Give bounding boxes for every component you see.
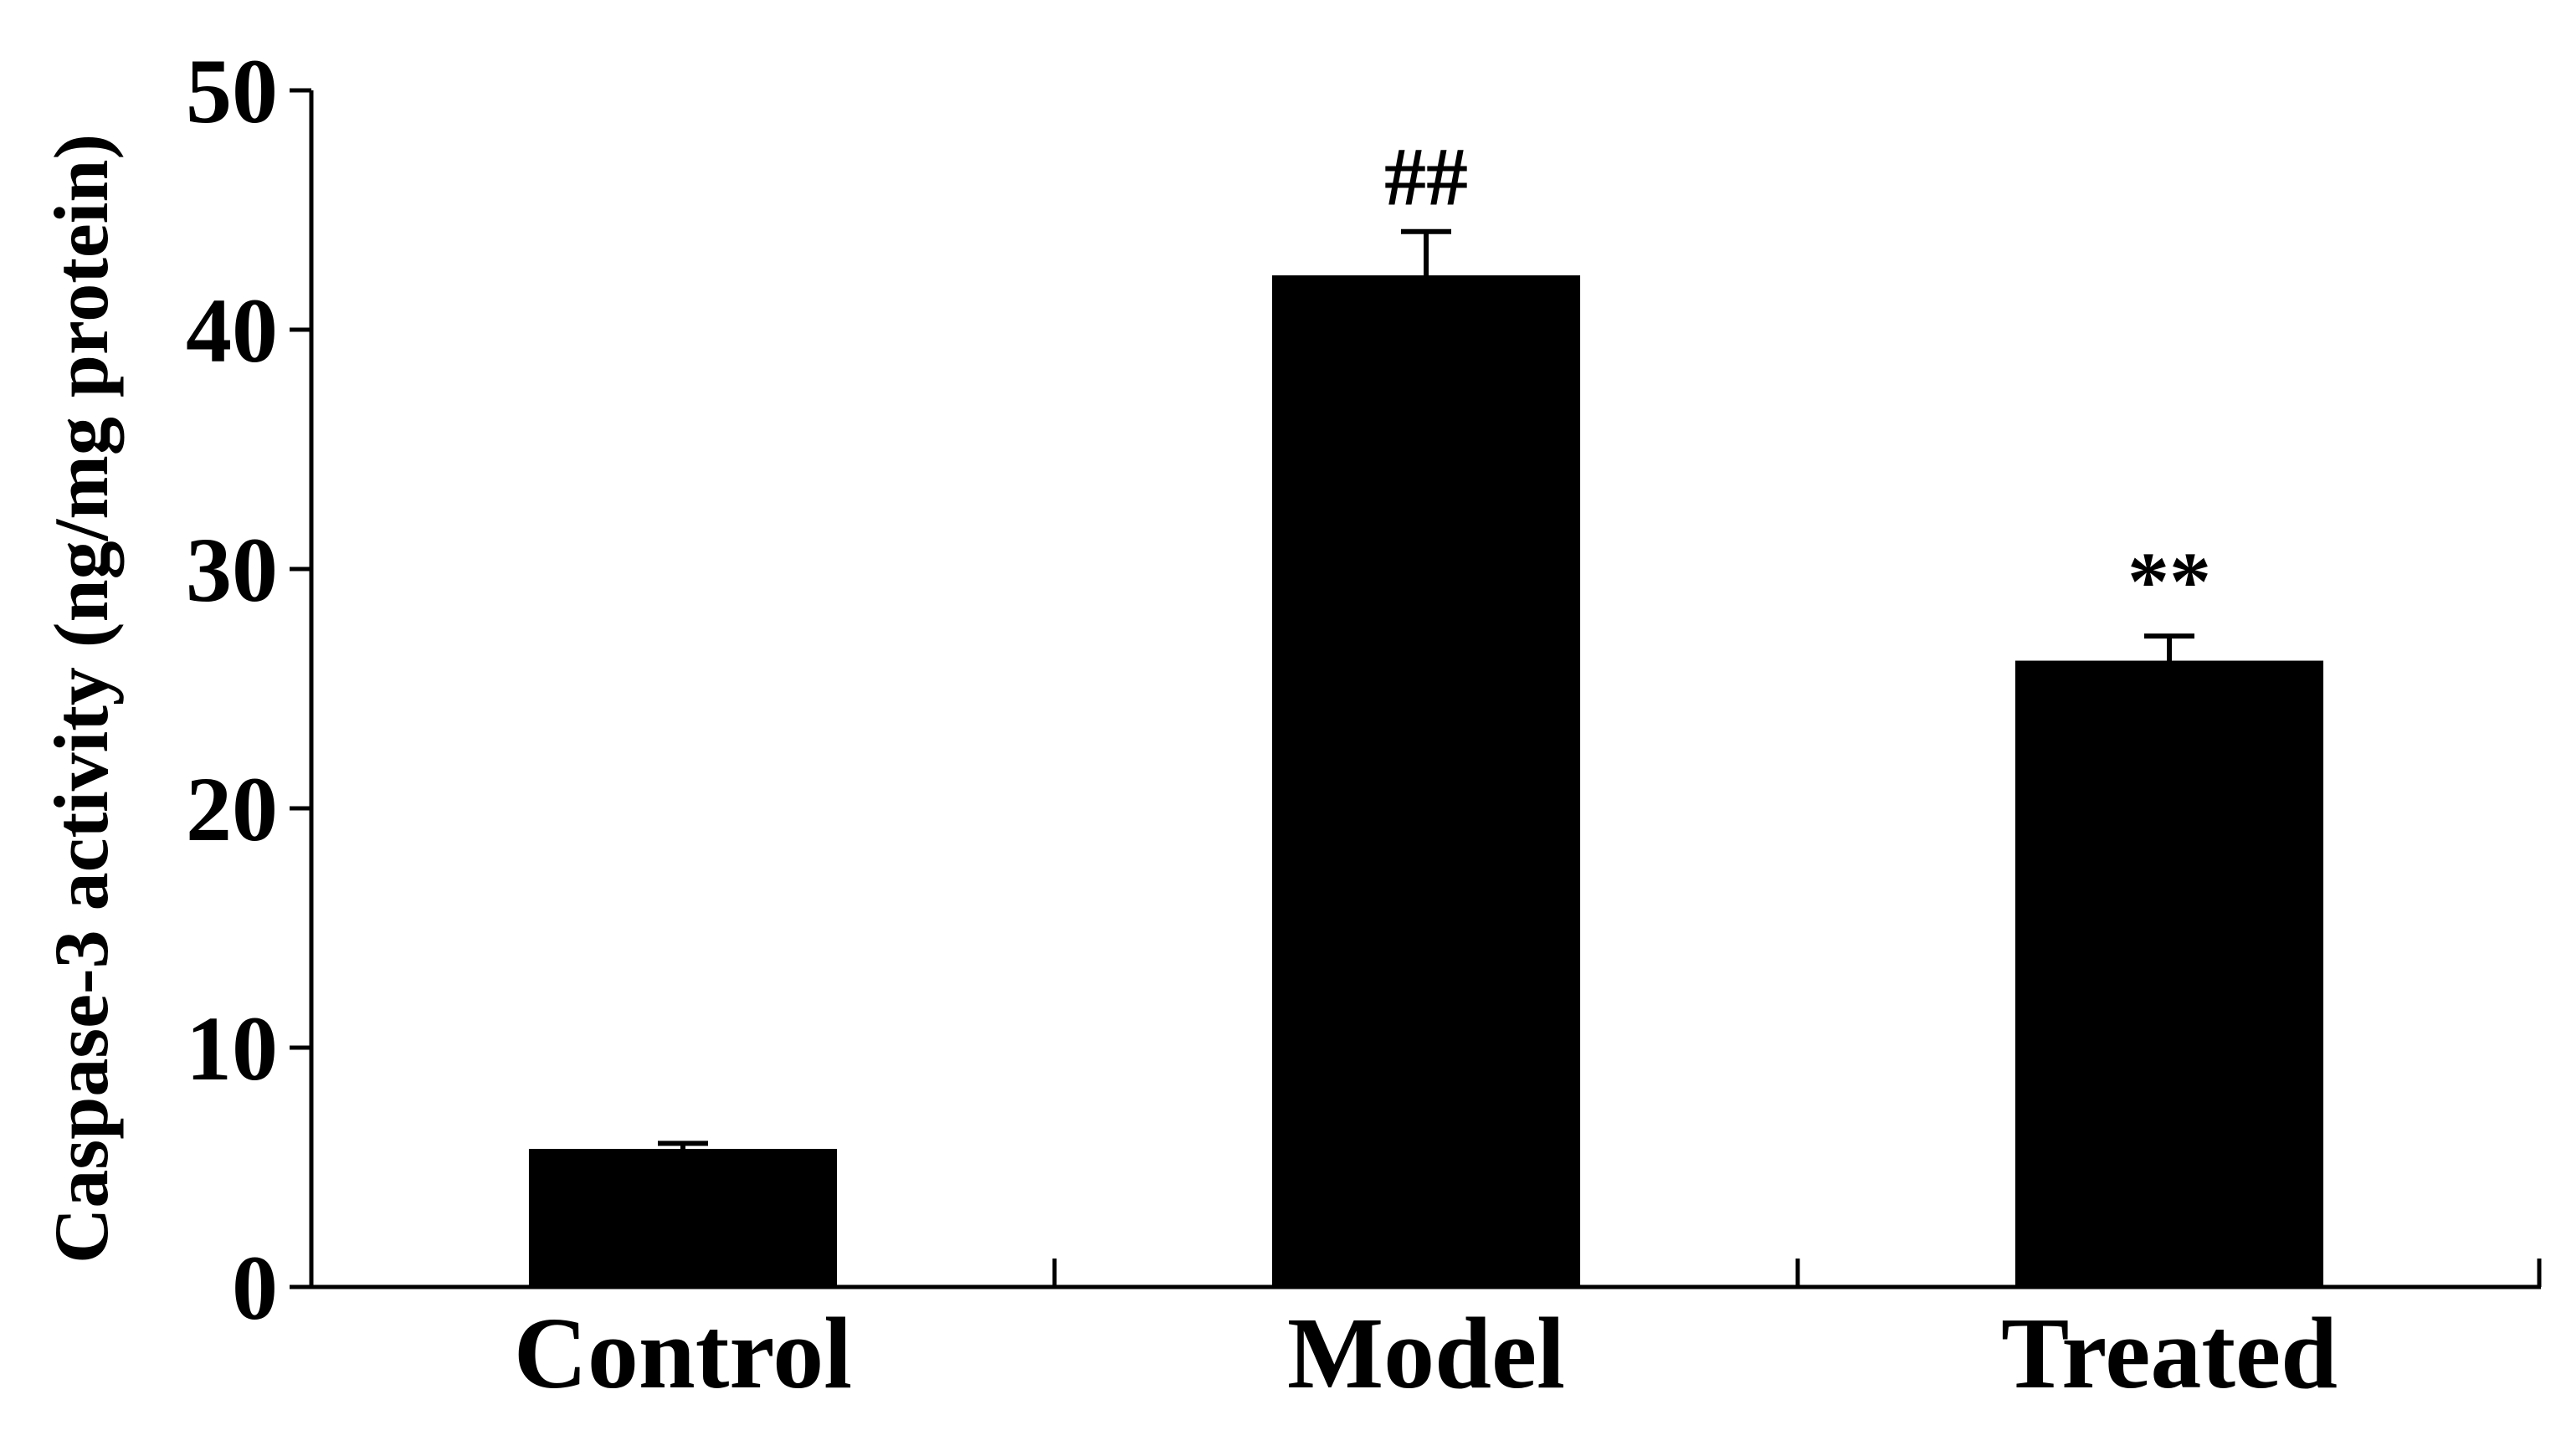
significance-marker-model: ## (1384, 131, 1468, 223)
x-category-label-control: Control (514, 1297, 852, 1410)
y-ticks: 0 10 20 30 40 50 (186, 40, 311, 1339)
y-tick-label: 20 (186, 758, 278, 860)
bars (528, 275, 2324, 1289)
y-tick-label: 0 (232, 1237, 278, 1339)
significance-annotations: ## ** (1384, 131, 2211, 628)
x-category-label-model: Model (1287, 1297, 1565, 1410)
y-tick-label: 10 (186, 997, 278, 1100)
bar-model (1271, 275, 1581, 1289)
x-category-label-treated: Treated (2001, 1297, 2338, 1410)
significance-marker-treated: ** (2127, 535, 2211, 628)
y-tick-label: 40 (186, 279, 278, 382)
x-ticks (1052, 1259, 2542, 1287)
bar-treated (2014, 660, 2324, 1289)
y-axis-title: Caspase-3 activity (ng/mg protein) (38, 134, 124, 1264)
y-tick-label: 50 (186, 40, 278, 142)
bar-control (528, 1148, 838, 1289)
category-labels: Control Model Treated (514, 1297, 2338, 1410)
y-tick-label: 30 (186, 519, 278, 621)
error-bars (658, 228, 2194, 1151)
